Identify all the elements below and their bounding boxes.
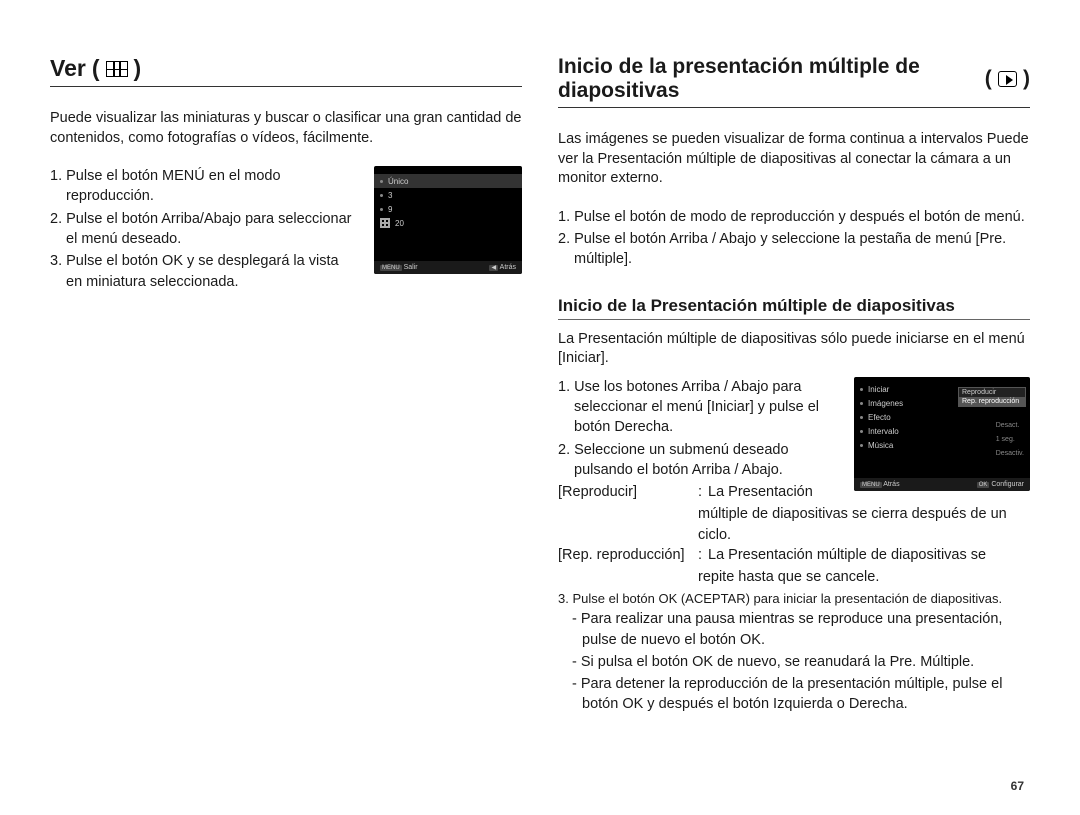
- screen1-row-2: 9: [374, 202, 522, 216]
- right-step-mid-2: 2. Seleccione un submenú deseado pulsand…: [558, 440, 838, 481]
- left-column: Ver ( ) Puede visualizar las miniaturas …: [50, 55, 522, 717]
- dot-icon: [380, 194, 383, 197]
- page-number: 67: [1011, 779, 1024, 793]
- left-title-paren-open: (: [92, 55, 100, 82]
- screen2-item-0: Iniciar: [868, 385, 889, 394]
- right-defs-rest: múltiple de diapositivas se cierra despu…: [558, 504, 1030, 587]
- screen2-item-3: Intervalo: [868, 427, 899, 436]
- screen2-footer-left: MENU Atrás: [860, 481, 900, 488]
- def-val-0-rest: múltiple de diapositivas se cierra despu…: [558, 504, 1030, 545]
- screen2-item-1: Imágenes: [868, 399, 903, 408]
- screen1-menu-label: Único: [388, 177, 408, 186]
- back-badge: ◀: [489, 265, 498, 271]
- right-title-text: Inicio de la presentación múltiple de di…: [558, 55, 979, 103]
- thumbnail-icon: [380, 218, 390, 228]
- left-title-text: Ver: [50, 55, 86, 82]
- right-note-2: - Para detener la reproducción de la pre…: [558, 674, 1030, 715]
- def-val-1-first: La Presentación múltiple de diapositivas…: [708, 545, 1030, 565]
- screen2-right-values: Desact. 1 seg. Desactiv.: [996, 419, 1024, 461]
- screen1-val-2: 20: [395, 219, 404, 228]
- right-notes: - Para realizar una pausa mientras se re…: [558, 609, 1030, 714]
- right-step-top-1: 1. Pulse el botón de modo de reproducció…: [558, 207, 1030, 227]
- left-step-3: 3. Pulse el botón OK y se desplegará la …: [50, 251, 358, 292]
- screen1-val-0: 3: [388, 191, 392, 200]
- def-row-0-first: [Reproducir] : La Presentación: [558, 482, 838, 502]
- def-val-1-rest: repite hasta que se cancele.: [558, 567, 1030, 587]
- right-step-top-2: 2. Pulse el botón Arriba / Abajo y selec…: [558, 229, 1030, 270]
- screen2-submenu: Reproducir Rep. reproducción: [958, 387, 1026, 407]
- screen2-rv-3: 1 seg.: [996, 433, 1024, 447]
- def-term-0: [Reproducir]: [558, 482, 698, 502]
- screen1-row-3: 20: [374, 216, 522, 230]
- left-step-2: 2. Pulse el botón Arriba/Abajo para sele…: [50, 209, 358, 250]
- left-intro: Puede visualizar las miniaturas y buscar…: [50, 109, 522, 148]
- right-step-mid-1: 1. Use los botones Arriba / Abajo para s…: [558, 377, 838, 438]
- dot-icon: [380, 208, 383, 211]
- screen1-footer-right: ◀ Atrás: [489, 264, 516, 271]
- screen1-row-1: 3: [374, 188, 522, 202]
- screen2-item-2: Efecto: [868, 413, 891, 422]
- right-steps-top: 1. Pulse el botón de modo de reproducció…: [558, 207, 1030, 270]
- screen2-submenu-0: Reproducir: [959, 388, 1025, 397]
- right-title-paren-close: ): [1023, 67, 1030, 91]
- ok-badge: OK: [977, 482, 990, 488]
- right-column: Inicio de la presentación múltiple de di…: [558, 55, 1030, 717]
- right-steps-row: 1. Use los botones Arriba / Abajo para s…: [558, 377, 1030, 505]
- left-title: Ver ( ): [50, 55, 522, 87]
- screen2-submenu-1: Rep. reproducción: [959, 397, 1025, 406]
- screen2-rv-4: Desactiv.: [996, 447, 1024, 461]
- def-sep-1: :: [698, 545, 708, 565]
- defs-inline: [Reproducir] : La Presentación: [558, 482, 838, 502]
- right-screen: Iniciar Imágenes Efecto Intervalo Música…: [854, 377, 1030, 491]
- dot-icon: [860, 444, 863, 447]
- screen2-footer: MENU Atrás OK Configurar: [854, 478, 1030, 491]
- def-row-1: [Rep. reproducción] : La Presentación mú…: [558, 545, 1030, 565]
- def-sep-0: :: [698, 482, 708, 502]
- left-screen: Único 3 9 20 MENU Salir ◀ Atrás: [374, 166, 522, 274]
- menu-badge: MENU: [380, 265, 402, 271]
- right-title: Inicio de la presentación múltiple de di…: [558, 55, 1030, 108]
- screen2-item-4: Música: [868, 441, 893, 450]
- dot-icon: [380, 180, 383, 183]
- grid-icon: [106, 61, 128, 77]
- screen1-footer: MENU Salir ◀ Atrás: [374, 261, 522, 274]
- right-intro: Las imágenes se pueden visualizar de for…: [558, 130, 1030, 189]
- screen2-rv-2: Desact.: [996, 419, 1024, 433]
- play-icon: [998, 71, 1017, 87]
- right-sub-intro: La Presentación múltiple de diapositivas…: [558, 330, 1030, 369]
- page-columns: Ver ( ) Puede visualizar las miniaturas …: [50, 55, 1030, 717]
- left-step-1: 1. Pulse el botón MENÚ en el modo reprod…: [50, 166, 358, 207]
- dot-icon: [860, 388, 863, 391]
- def-val-0-first: La Presentación: [708, 482, 838, 502]
- dot-icon: [860, 430, 863, 433]
- right-title-paren-open: (: [985, 67, 992, 91]
- right-subheading: Inicio de la Presentación múltiple de di…: [558, 296, 1030, 320]
- left-steps: 1. Pulse el botón MENÚ en el modo reprod…: [50, 166, 358, 294]
- menu-badge: MENU: [860, 482, 882, 488]
- left-steps-row: 1. Pulse el botón MENÚ en el modo reprod…: [50, 166, 522, 294]
- dot-icon: [860, 402, 863, 405]
- screen1-row-selected: Único: [374, 174, 522, 188]
- def-term-1: [Rep. reproducción]: [558, 545, 698, 565]
- screen1-val-1: 9: [388, 205, 392, 214]
- right-step-3: 3. Pulse el botón OK (ACEPTAR) para inic…: [558, 590, 1030, 608]
- right-steps-mid: 1. Use los botones Arriba / Abajo para s…: [558, 377, 838, 505]
- right-note-1: - Si pulsa el botón OK de nuevo, se rean…: [558, 652, 1030, 672]
- screen1-footer-left: MENU Salir: [380, 264, 418, 271]
- right-note-0: - Para realizar una pausa mientras se re…: [558, 609, 1030, 650]
- left-title-paren-close: ): [134, 55, 142, 82]
- dot-icon: [860, 416, 863, 419]
- screen2-footer-right: OK Configurar: [977, 481, 1024, 488]
